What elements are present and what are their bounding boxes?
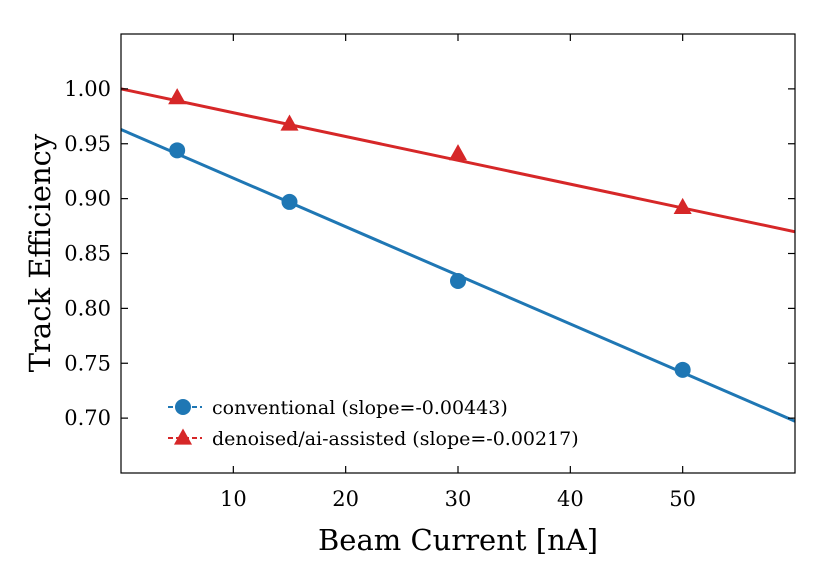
y-tick-label: 0.95	[64, 132, 111, 156]
x-axis-label: Beam Current [nA]	[318, 523, 598, 557]
data-point	[169, 142, 186, 159]
x-tick-label: 30	[445, 487, 472, 511]
data-point	[450, 272, 466, 289]
y-tick-label: 1.00	[64, 77, 111, 101]
data-point	[448, 144, 468, 161]
legend: conventional (slope=-0.00443) denoised/ai…	[168, 397, 579, 450]
x-tick-label: 50	[669, 487, 696, 511]
data-point	[673, 197, 692, 215]
x-axis-ticks: 10 20 30 40 50	[220, 34, 696, 511]
x-tick-label: 20	[332, 487, 359, 511]
x-tick-label: 40	[557, 487, 584, 511]
y-tick-label: 0.75	[64, 351, 111, 375]
legend-entry-2: denoised/ai-assisted (slope=-0.00217)	[168, 428, 579, 450]
data-point	[674, 361, 691, 378]
legend-label: denoised/ai-assisted (slope=-0.00217)	[212, 428, 579, 450]
legend-marker	[175, 399, 191, 415]
series-2	[121, 87, 795, 234]
plot-area	[121, 87, 795, 423]
y-tick-label: 0.80	[64, 296, 111, 320]
data-point	[280, 114, 299, 131]
y-tick-label: 0.70	[64, 406, 111, 430]
legend-marker	[173, 428, 193, 445]
series-1	[121, 128, 795, 423]
y-tick-label: 0.90	[64, 187, 111, 211]
legend-label: conventional (slope=-0.00443)	[212, 397, 508, 419]
y-tick-label: 0.85	[64, 242, 111, 266]
data-point	[168, 88, 187, 105]
y-axis-label: Track Efficiency	[23, 133, 57, 372]
y-axis-ticks: 0.70 0.75 0.80 0.85 0.90 0.95 1.00	[64, 77, 795, 430]
legend-entry-1: conventional (slope=-0.00443)	[168, 397, 508, 419]
fit-line	[121, 87, 795, 234]
x-tick-label: 10	[220, 487, 247, 511]
data-point	[281, 193, 298, 210]
